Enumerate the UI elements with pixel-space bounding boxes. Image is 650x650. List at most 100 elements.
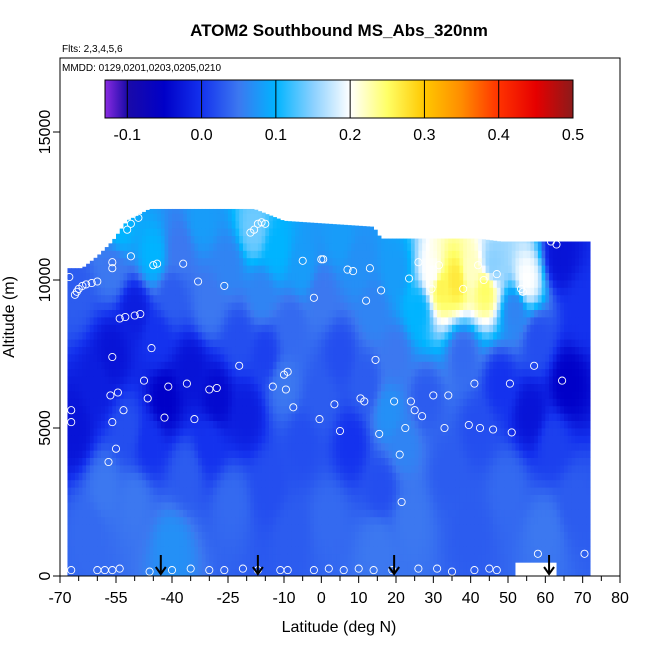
- heatmap-cell: [422, 465, 427, 473]
- heatmap-cell: [388, 457, 393, 466]
- heatmap-cell: [272, 331, 277, 340]
- heatmap-cell: [340, 287, 345, 296]
- heatmap-cell: [429, 265, 434, 273]
- heatmap-cell: [261, 450, 266, 458]
- heatmap-cell: [414, 238, 419, 244]
- heatmap-cell: [201, 487, 206, 495]
- heatmap-cell: [67, 568, 72, 576]
- heatmap-cell: [201, 368, 206, 377]
- heatmap-cell: [362, 509, 367, 518]
- heatmap-cell: [153, 413, 158, 421]
- heatmap-cell: [396, 331, 401, 340]
- heatmap-cell: [127, 243, 132, 251]
- heatmap-cell: [396, 420, 401, 429]
- heatmap-cell: [272, 243, 277, 251]
- heatmap-cell: [272, 235, 277, 244]
- heatmap-cell: [381, 428, 386, 436]
- heatmap-cell: [67, 331, 72, 340]
- heatmap-cell: [228, 376, 233, 384]
- heatmap-cell: [388, 272, 393, 281]
- heatmap-cell: [287, 243, 292, 251]
- heatmap-cell: [116, 243, 121, 251]
- heatmap-cell: [287, 420, 292, 429]
- heatmap-cell: [89, 294, 94, 303]
- heatmap-cell: [134, 317, 139, 325]
- heatmap-cell: [186, 220, 192, 229]
- heatmap-cell: [220, 502, 225, 510]
- heatmap-cell: [373, 317, 378, 325]
- heatmap-cell: [82, 420, 87, 429]
- heatmap-cell: [231, 539, 236, 547]
- heatmap-cell: [127, 494, 132, 503]
- heatmap-cell: [343, 509, 348, 518]
- heatmap-cell: [265, 546, 270, 555]
- heatmap-cell: [246, 546, 251, 555]
- heatmap-cell: [250, 346, 255, 355]
- heatmap-cell: [407, 376, 412, 384]
- heatmap-cell: [235, 450, 240, 458]
- heatmap-cell: [116, 531, 121, 540]
- heatmap-cell: [269, 524, 274, 532]
- heatmap-cell: [321, 509, 326, 518]
- heatmap-cell: [261, 405, 266, 414]
- heatmap-cell: [190, 287, 195, 296]
- heatmap-cell: [108, 280, 113, 288]
- heatmap-cell: [97, 531, 102, 540]
- heatmap-cell: [403, 398, 408, 407]
- heatmap-cell: [340, 546, 345, 555]
- heatmap-cell: [149, 309, 154, 318]
- heatmap-cell: [213, 568, 218, 576]
- heatmap-cell: [384, 420, 389, 429]
- heatmap-cell: [336, 317, 341, 325]
- heatmap-cell: [179, 361, 184, 370]
- heatmap-cell: [313, 383, 318, 392]
- chart-flights-subtitle: Flts: 2,3,4,5,6: [62, 44, 123, 55]
- heatmap-cell: [444, 294, 449, 303]
- heatmap-cell: [220, 368, 225, 377]
- heatmap-cell: [332, 546, 337, 555]
- heatmap-cell: [418, 553, 423, 562]
- heatmap-cell: [362, 250, 367, 259]
- heatmap-cell: [351, 487, 356, 495]
- heatmap-cell: [101, 250, 106, 259]
- heatmap-cell: [325, 479, 330, 488]
- heatmap-cell: [134, 287, 139, 296]
- heatmap-cell: [310, 561, 315, 569]
- heatmap-cell: [422, 472, 427, 481]
- heatmap-cell: [127, 568, 132, 576]
- heatmap-cell: [172, 516, 177, 525]
- heatmap-cell: [347, 302, 352, 310]
- heatmap-cell: [347, 479, 352, 488]
- heatmap-cell: [175, 561, 180, 569]
- heatmap-cell: [280, 220, 285, 222]
- heatmap-cell: [358, 465, 363, 473]
- heatmap-cell: [112, 465, 117, 473]
- heatmap-cell: [399, 479, 404, 488]
- heatmap-cell: [145, 442, 150, 451]
- heatmap-cell: [332, 309, 337, 318]
- heatmap-cell: [366, 331, 371, 340]
- heatmap-cell: [272, 294, 277, 303]
- heatmap-cell: [239, 220, 244, 229]
- heatmap-cell: [321, 442, 326, 451]
- heatmap-cell: [175, 457, 180, 466]
- heatmap-cell: [168, 324, 173, 333]
- heatmap-cell: [287, 568, 292, 576]
- heatmap-cell: [269, 398, 274, 407]
- heatmap-cell: [295, 235, 300, 244]
- heatmap-cell: [235, 465, 240, 473]
- heatmap-cell: [205, 280, 210, 288]
- heatmap-cell: [399, 368, 404, 377]
- heatmap-cell: [321, 272, 326, 281]
- heatmap-cell: [157, 546, 162, 555]
- heatmap-cell: [343, 391, 348, 399]
- heatmap-cell: [82, 531, 87, 540]
- heatmap-cell: [149, 420, 154, 429]
- heatmap-cell: [269, 442, 274, 451]
- heatmap-cell: [142, 546, 147, 555]
- heatmap-cell: [437, 553, 442, 562]
- heatmap-cell: [78, 494, 83, 503]
- heatmap-cell: [149, 383, 154, 392]
- heatmap-cell: [205, 250, 210, 259]
- heatmap-cell: [388, 502, 393, 510]
